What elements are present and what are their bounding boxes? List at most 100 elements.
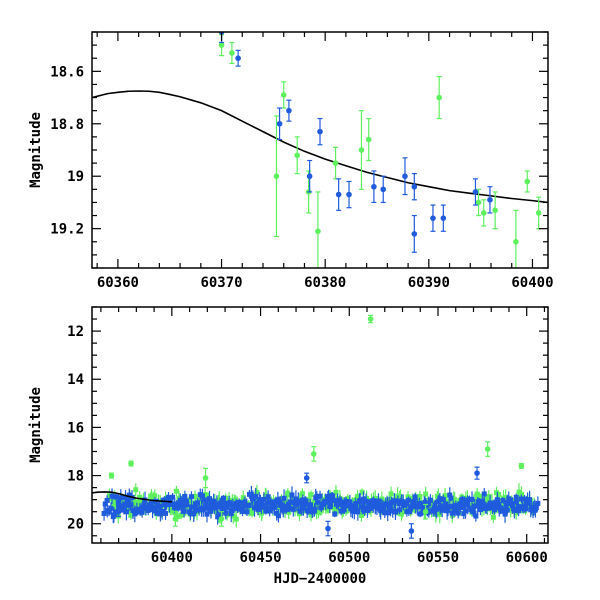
green-dense-point	[330, 505, 336, 511]
blue-dense-point	[374, 505, 380, 511]
green-dense-point	[344, 508, 350, 514]
blue-dense-point	[257, 501, 263, 507]
green-dense-point	[148, 493, 154, 499]
blue-dense-point	[160, 497, 166, 503]
blue-data-point	[380, 186, 387, 193]
blue-dense-point	[465, 502, 471, 508]
green-dense-point	[274, 503, 280, 509]
blue-dense-point	[325, 496, 331, 502]
blue-dense-point	[415, 504, 421, 510]
blue-dense-point	[180, 503, 186, 509]
blue-dense-point	[252, 505, 258, 511]
blue-dense-point	[139, 509, 145, 515]
blue-dense-point	[317, 493, 323, 499]
green-data-point	[518, 463, 525, 469]
green-data-point	[365, 136, 372, 143]
plot-area	[92, 314, 541, 539]
blue-dense-point	[338, 508, 344, 514]
blue-dense-point	[184, 502, 190, 508]
blue-dense-point	[459, 496, 465, 502]
blue-dense-point	[188, 494, 194, 500]
green-data-point	[422, 508, 429, 515]
green-data-point	[480, 210, 487, 216]
y-axis-title: Magnitude	[28, 387, 44, 463]
blue-dense-point	[392, 508, 398, 514]
blue-dense-point	[123, 509, 129, 515]
green-data-point	[492, 207, 498, 214]
blue-dense-point	[427, 497, 433, 503]
blue-dense-point	[253, 502, 259, 508]
blue-dense-point	[476, 499, 482, 505]
green-dense-point	[133, 487, 139, 493]
green-dense-point	[175, 514, 181, 520]
green-dense-point	[379, 496, 385, 502]
blue-data-point	[440, 215, 447, 221]
blue-dense-point	[382, 510, 388, 516]
blue-dense-point	[246, 502, 252, 508]
blue-data-point	[115, 508, 122, 515]
blue-dense-point	[533, 505, 539, 511]
y-tick-label: 18	[67, 469, 84, 485]
x-tick-label: 60390	[408, 275, 450, 291]
blue-dense-point	[461, 511, 467, 517]
blue-dense-point	[378, 508, 384, 514]
blue-data-point	[317, 128, 323, 135]
blue-dense-point	[513, 499, 519, 505]
y-tick-label: 12	[67, 324, 84, 340]
blue-dense-point	[236, 499, 242, 505]
blue-dense-point	[164, 502, 170, 508]
blue-dense-point	[302, 501, 308, 507]
blue-data-point	[371, 183, 377, 190]
blue-dense-point	[181, 508, 187, 514]
blue-dense-point	[217, 500, 223, 506]
blue-dense-point	[109, 493, 115, 499]
blue-dense-point	[242, 499, 248, 505]
blue-dense-point	[481, 491, 487, 497]
plot-area	[92, 32, 548, 268]
blue-dense-point	[462, 502, 468, 508]
blue-dense-point	[411, 499, 417, 505]
blue-dense-point	[253, 493, 259, 499]
green-data-point	[218, 516, 225, 522]
blue-dense-point	[504, 500, 510, 506]
blue-dense-point	[326, 494, 332, 500]
blue-data-point	[335, 191, 342, 198]
y-axis-title: Magnitude	[28, 112, 44, 188]
blue-dense-point	[193, 507, 199, 513]
axes-frame	[91, 306, 549, 544]
green-dense-point	[259, 508, 265, 514]
blue-dense-point	[335, 501, 341, 507]
blue-dense-point	[191, 504, 197, 510]
green-dense-point	[519, 491, 525, 497]
blue-dense-point	[279, 503, 285, 509]
blue-dense-point	[118, 495, 124, 501]
green-data-point	[315, 228, 321, 235]
green-dense-point	[308, 512, 314, 518]
blue-dense-point	[422, 499, 428, 505]
blue-dense-point	[269, 502, 275, 508]
blue-dense-point	[450, 503, 456, 509]
green-data-point	[475, 199, 482, 206]
green-data-point	[367, 316, 374, 322]
blue-dense-point	[312, 506, 318, 512]
blue-dense-point	[130, 508, 136, 514]
green-dense-point	[150, 496, 156, 502]
blue-data-point	[411, 231, 418, 237]
blue-dense-point	[532, 507, 538, 513]
blue-dense-point	[187, 510, 193, 516]
blue-dense-point	[518, 496, 524, 502]
green-dense-point	[186, 498, 192, 504]
blue-dense-point	[268, 499, 274, 505]
x-tick-label: 60400	[151, 550, 193, 566]
blue-dense-point	[224, 504, 230, 510]
blue-data-point	[325, 525, 331, 532]
blue-dense-point	[436, 498, 442, 504]
blue-dense-point	[150, 505, 156, 511]
blue-dense-point	[295, 498, 301, 504]
green-dense-point	[398, 511, 404, 517]
blue-dense-point	[182, 493, 188, 499]
green-dense-point	[398, 494, 404, 500]
blue-dense-point	[263, 506, 269, 512]
blue-dense-point	[462, 508, 468, 514]
blue-dense-point	[222, 500, 228, 506]
